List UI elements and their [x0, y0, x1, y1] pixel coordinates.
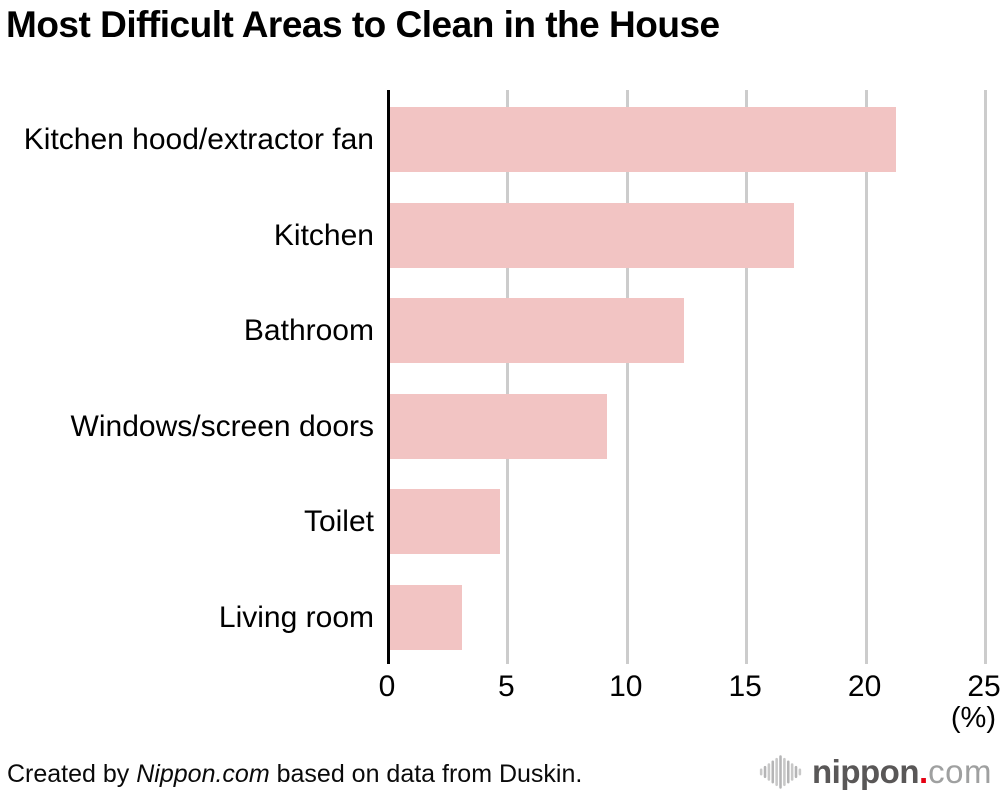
x-tick-label: 15 — [728, 670, 762, 703]
logo-dot: . — [918, 753, 929, 790]
gridline — [745, 90, 749, 664]
category-label: Living room — [218, 600, 374, 634]
bar — [390, 298, 684, 363]
category-label: Kitchen hood/extractor fan — [23, 123, 374, 156]
bar — [390, 489, 500, 554]
bar — [390, 107, 897, 172]
nippon-logo-wordmark: nippon.com — [812, 750, 992, 794]
credit-prefix: Created by — [7, 760, 137, 788]
soundwave-bars-icon — [759, 755, 802, 789]
chart-title: Most Difficult Areas to Clean in the Hou… — [6, 4, 720, 45]
credit-source: Nippon.com — [136, 760, 270, 788]
credit-suffix: based on data from Duskin. — [269, 760, 583, 788]
category-label: Kitchen — [273, 218, 374, 252]
gridline — [625, 90, 629, 664]
gridline — [506, 90, 510, 664]
gridline — [984, 90, 987, 664]
logo-name: nippon — [812, 753, 919, 790]
x-tick-label: 20 — [847, 670, 882, 703]
x-tick-label: 25 — [967, 670, 1000, 703]
credit-line: Created by Nippon.com based on data from… — [7, 760, 582, 789]
plot-area — [387, 90, 987, 664]
logo-tld: com — [928, 753, 992, 790]
category-label: Bathroom — [243, 314, 374, 347]
bar — [390, 393, 608, 459]
x-tick-label: 10 — [609, 670, 643, 703]
x-tick-label: 0 — [378, 670, 396, 703]
bar — [390, 202, 794, 268]
bar — [390, 584, 462, 650]
category-label: Windows/screen doors — [70, 409, 374, 443]
gridline — [864, 90, 868, 664]
nippon-logo: nippon.com — [759, 750, 992, 794]
category-label: Toilet — [303, 505, 374, 538]
x-axis-unit-label: (%) — [950, 702, 996, 734]
x-tick-label: 5 — [498, 670, 515, 703]
